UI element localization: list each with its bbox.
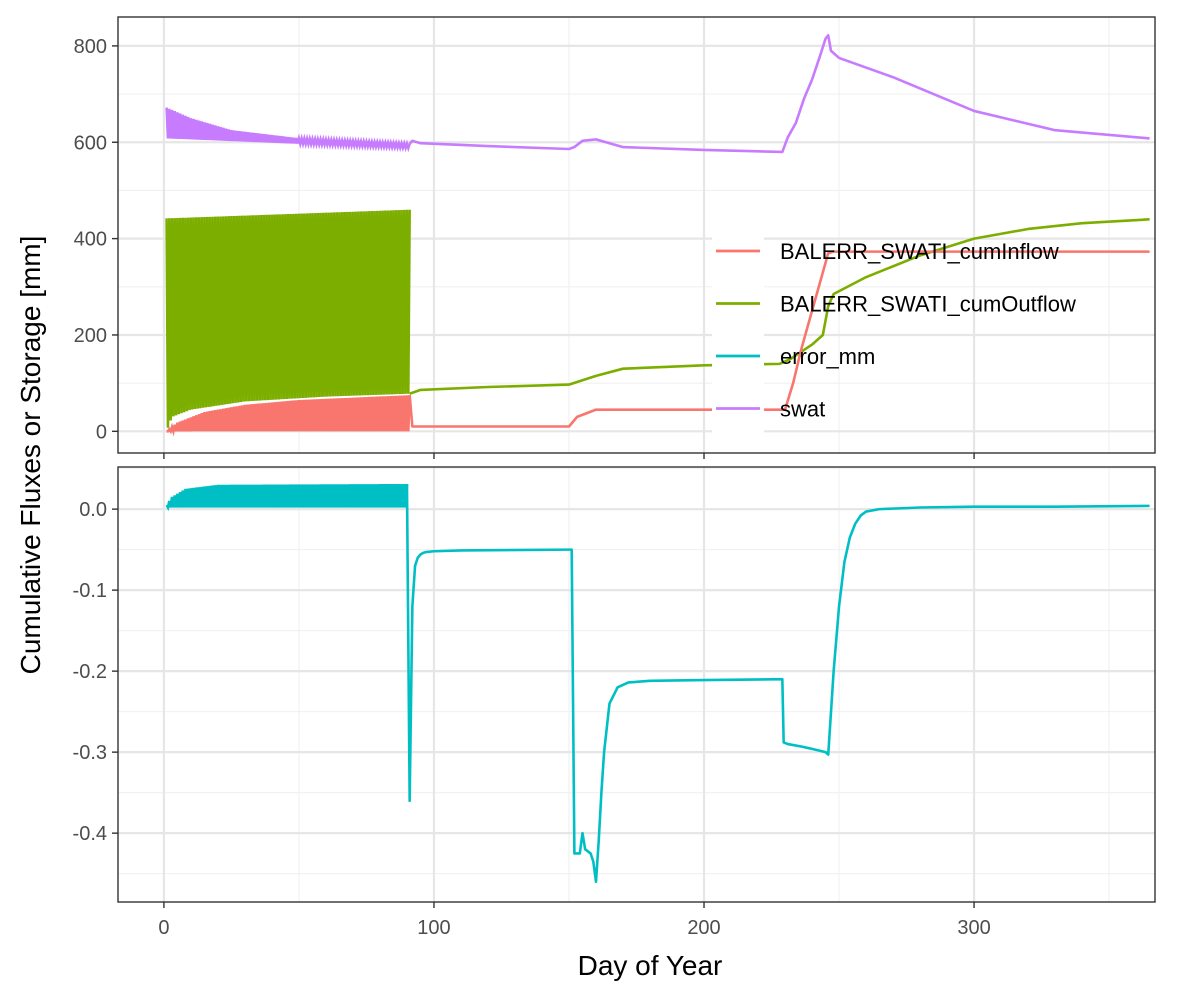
y-tick-label: -0.3 [73, 742, 107, 764]
series-BALERR_SWATI_cumOutflow-oscillation [165, 209, 411, 428]
series-error_mm-oscillation [165, 483, 409, 512]
x-tick-label: 300 [957, 917, 990, 939]
legend-label-BALERR_SWATI_cumOutflow: BALERR_SWATI_cumOutflow [780, 292, 1076, 317]
y-axis-title: Cumulative Fluxes or Storage [mm] [15, 236, 46, 675]
y-tick-label: -0.1 [73, 580, 107, 602]
y-tick-label: 0.0 [79, 499, 107, 521]
y-tick-label: 0 [96, 421, 107, 443]
y-tick-label: 800 [74, 36, 107, 58]
panel-border [117, 466, 1156, 903]
series-swat-line [408, 34, 1150, 154]
panel-border [117, 16, 1156, 454]
series-swat-oscillation [165, 107, 411, 153]
y-tick-label: -0.4 [73, 823, 107, 845]
y-tick-label: -0.2 [73, 661, 107, 683]
series-group [165, 483, 1150, 884]
legend: BALERR_SWATI_cumInflow BALERR_SWATI_cumOu… [712, 228, 1076, 436]
legend-label-error_mm: error_mm [780, 344, 875, 369]
series-BALERR_SWATI_cumInflow-line [408, 250, 1150, 428]
legend-label-BALERR_SWATI_cumInflow: BALERR_SWATI_cumInflow [780, 239, 1059, 264]
y-tick-label: 600 [74, 132, 107, 154]
x-tick-label: 0 [158, 917, 169, 939]
x-tick-label: 200 [687, 917, 720, 939]
top-panel-fluxes: 0 200 400 600 800 [74, 16, 1156, 459]
legend-background [712, 228, 764, 436]
series-BALERR_SWATI_cumInflow-oscillation [166, 395, 411, 437]
x-axis-title: Day of Year [578, 950, 723, 981]
bottom-panel-error: 0.0 -0.1 -0.2 -0.3 -0.4 0 100 200 300 [73, 466, 1156, 939]
series-BALERR_SWATI_cumOutflow-line [409, 218, 1150, 395]
x-tick-label: 100 [417, 917, 450, 939]
series-group [165, 34, 1150, 437]
series-error_mm-line [405, 483, 1150, 884]
y-tick-label: 200 [74, 325, 107, 347]
y-tick-label: 400 [74, 229, 107, 251]
legend-label-swat: swat [780, 397, 825, 422]
